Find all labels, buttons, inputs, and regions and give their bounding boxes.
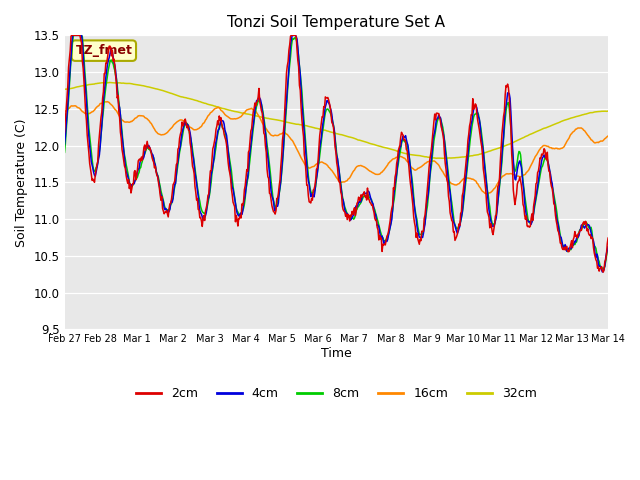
Text: TZ_fmet: TZ_fmet: [76, 44, 132, 57]
Y-axis label: Soil Temperature (C): Soil Temperature (C): [15, 118, 28, 247]
X-axis label: Time: Time: [321, 347, 351, 360]
Title: Tonzi Soil Temperature Set A: Tonzi Soil Temperature Set A: [227, 15, 445, 30]
Legend: 2cm, 4cm, 8cm, 16cm, 32cm: 2cm, 4cm, 8cm, 16cm, 32cm: [131, 383, 541, 406]
